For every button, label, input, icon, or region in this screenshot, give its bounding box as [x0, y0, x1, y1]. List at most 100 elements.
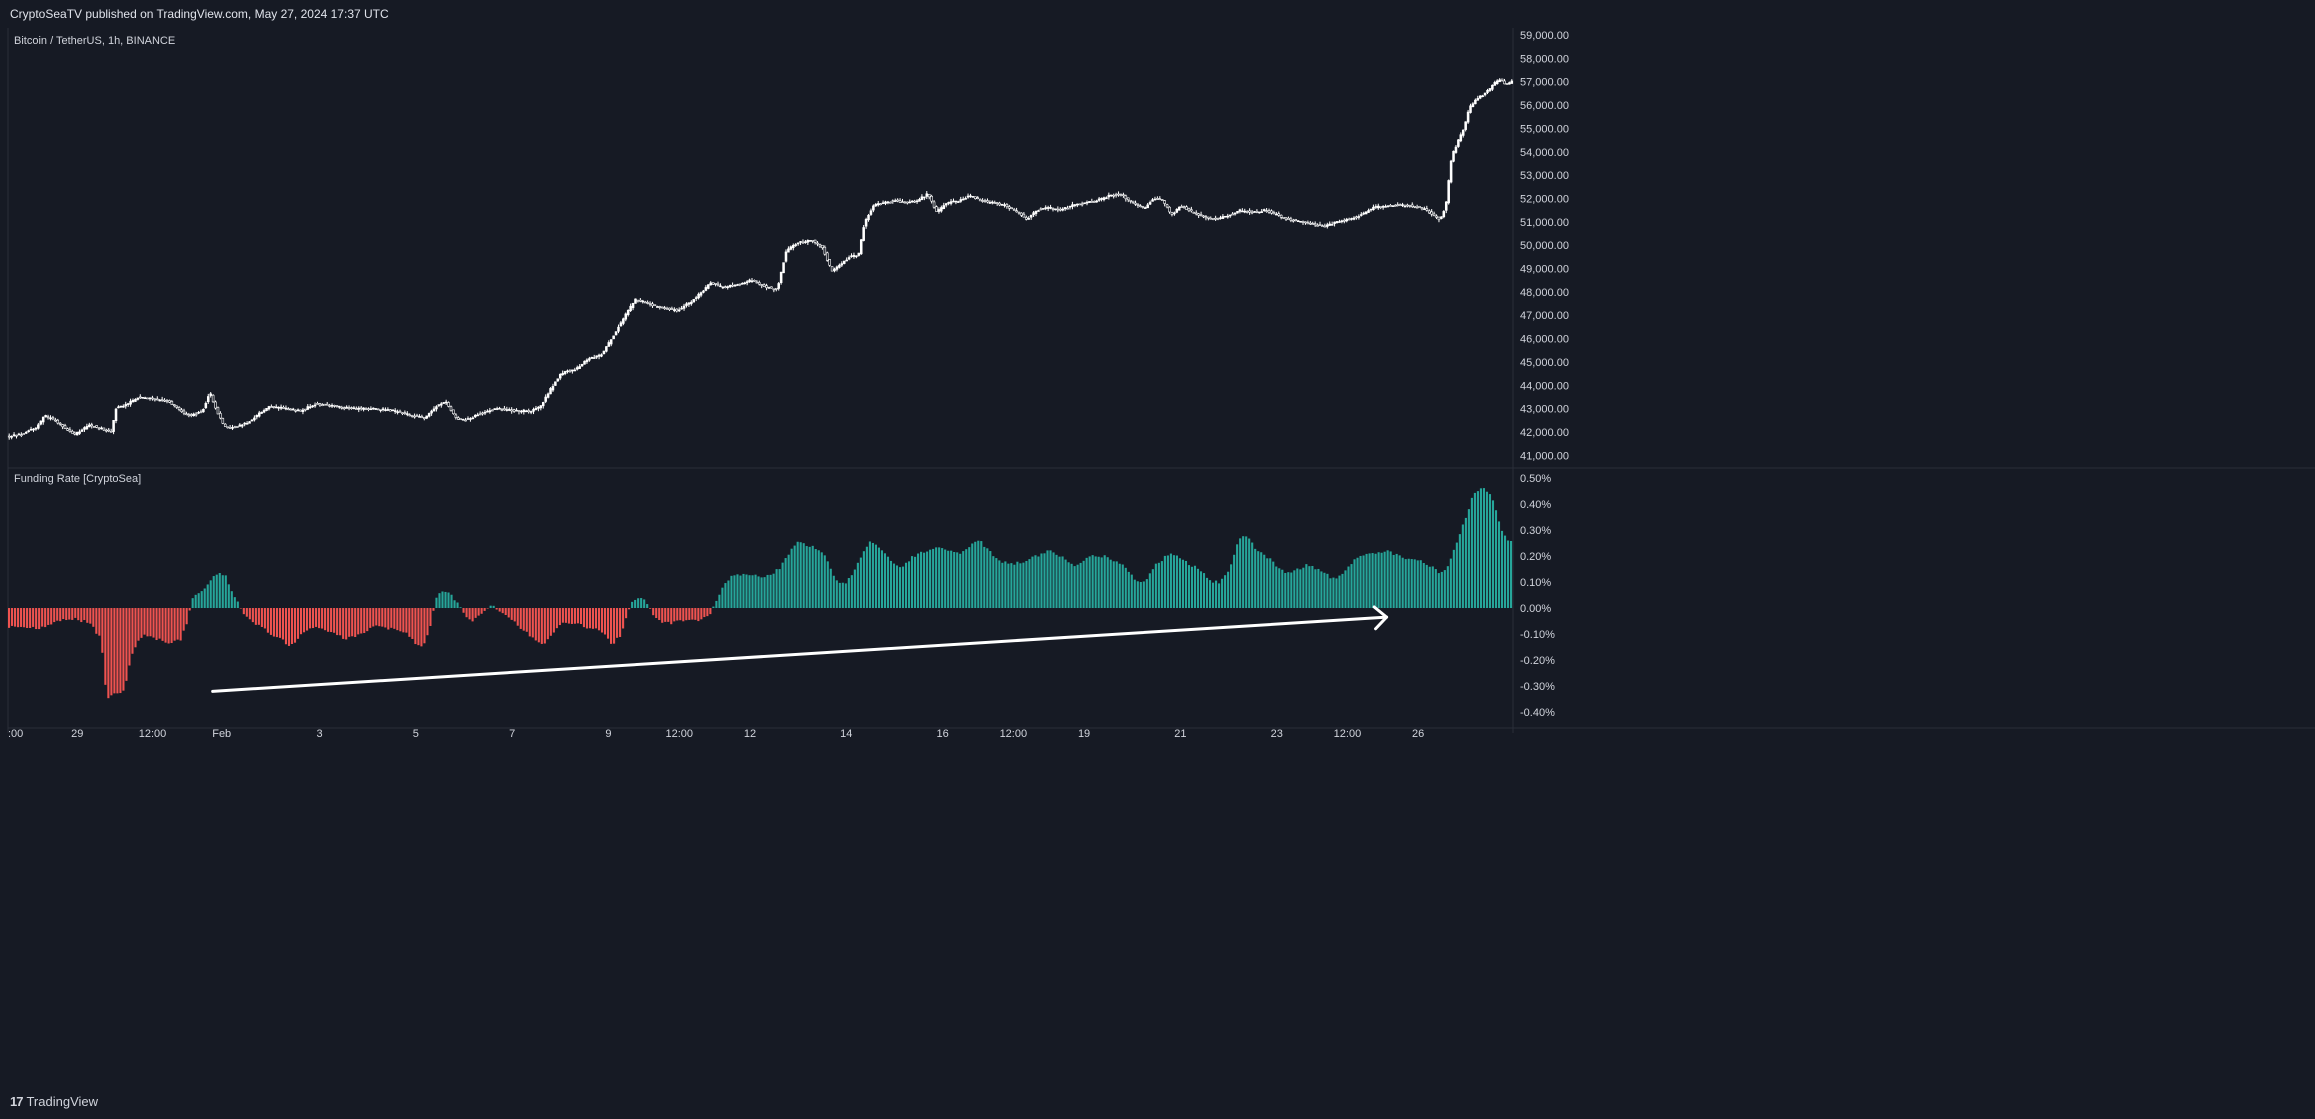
- candle: [248, 421, 251, 424]
- candle-body: [1177, 206, 1181, 211]
- funding-rate-bar: [811, 545, 814, 609]
- candle: [71, 429, 74, 434]
- candle: [22, 433, 26, 435]
- funding-rate-bar: [152, 608, 155, 638]
- candle-body: [641, 300, 645, 303]
- candle-body: [612, 335, 615, 340]
- candle: [874, 202, 878, 207]
- candle-body: [457, 417, 460, 420]
- candle-body: [1369, 208, 1373, 211]
- candle-body: [1044, 207, 1047, 209]
- candle: [61, 423, 64, 430]
- candle-body: [711, 282, 715, 285]
- candle-body: [1221, 216, 1225, 219]
- funding-rate-bar: [17, 608, 20, 628]
- candle-body: [527, 410, 530, 413]
- candle-body: [733, 284, 737, 287]
- candle-body: [886, 201, 890, 204]
- candle: [83, 426, 86, 432]
- funding-rate-bar: [245, 608, 248, 617]
- funding-rate-bar: [901, 566, 905, 609]
- funding-rate-bar: [1115, 561, 1118, 609]
- funding-rate-bar: [594, 608, 598, 629]
- candle: [549, 387, 552, 395]
- funding-rate-bar: [194, 594, 197, 609]
- funding-rate-bar: [1070, 563, 1073, 609]
- time-axis-tick-label: 7: [509, 728, 515, 740]
- candle: [308, 403, 312, 409]
- candle-body: [1134, 202, 1137, 205]
- candle-body: [100, 427, 103, 430]
- candle: [1381, 205, 1385, 210]
- funding-rate-bar: [435, 597, 438, 609]
- candle-body: [325, 403, 329, 406]
- candle: [1459, 132, 1463, 143]
- candle-body: [1151, 199, 1154, 202]
- candle: [1226, 213, 1230, 219]
- candle: [430, 409, 433, 416]
- funding-rate-bar: [212, 576, 215, 609]
- funding-rate-bar: [468, 608, 471, 620]
- funding-rate-bar: [65, 608, 68, 621]
- funding-rate-pane[interactable]: Funding Rate [CryptoSea] 0.50%0.40%0.30%0…: [8, 473, 2315, 729]
- funding-rate-bar: [874, 544, 877, 609]
- time-axis[interactable]: :00 29 12:00 Feb 3 5 7 9 12:00 12 14 16 12:00 19 21 23 1…: [8, 728, 1424, 740]
- candle-body: [1272, 212, 1276, 215]
- candle: [607, 340, 611, 347]
- candle-body: [1214, 217, 1217, 220]
- candle-body: [573, 369, 577, 372]
- candle: [1306, 220, 1310, 225]
- candle-body: [1326, 224, 1329, 227]
- candle-body: [294, 409, 297, 412]
- candle: [1214, 215, 1217, 221]
- candle: [1367, 208, 1370, 213]
- candle-body: [1071, 204, 1074, 207]
- candle-body: [466, 418, 470, 420]
- candle: [1262, 208, 1266, 212]
- candle-body: [194, 413, 198, 416]
- funding-rate-bar: [1263, 554, 1266, 609]
- funding-rate-bar: [528, 608, 531, 637]
- candle-body: [534, 407, 538, 410]
- candle-body: [1156, 198, 1159, 200]
- candle-body: [646, 302, 649, 304]
- tradingview-logo[interactable]: 17 TradingView: [10, 1094, 98, 1109]
- candle: [374, 408, 378, 410]
- candle: [850, 253, 853, 258]
- candle-body: [724, 286, 727, 289]
- funding-rate-bar: [1482, 488, 1486, 609]
- candle: [697, 292, 700, 300]
- funding-rate-bar: [345, 608, 348, 640]
- price-pane[interactable]: Bitcoin / TetherUS, 1h, BINANCE 59,000.00…: [7, 28, 2315, 733]
- candle: [641, 299, 645, 304]
- candle-body: [1457, 139, 1460, 147]
- candle-body: [1112, 194, 1115, 197]
- funding-rate-bar: [742, 573, 745, 609]
- candle: [1153, 196, 1157, 201]
- candle: [760, 284, 763, 289]
- funding-rate-bar: [613, 608, 616, 644]
- candle: [1478, 95, 1482, 100]
- candle: [813, 239, 817, 245]
- candle: [170, 400, 174, 405]
- candle: [410, 414, 414, 418]
- candle-body: [1148, 202, 1152, 205]
- candle-body: [1347, 218, 1351, 221]
- candle-body: [558, 374, 562, 379]
- candle-body: [1481, 95, 1484, 97]
- candle: [372, 407, 375, 410]
- chart-canvas[interactable]: Bitcoin / TetherUS, 1h, BINANCE 59,000.00…: [0, 0, 2315, 1085]
- candle: [97, 427, 101, 431]
- trend-arrow-head: [1372, 605, 1389, 631]
- candle-body: [775, 287, 778, 290]
- candle-body: [156, 398, 159, 401]
- candle-body: [741, 283, 744, 285]
- candle: [1114, 192, 1118, 198]
- candle: [437, 404, 441, 408]
- funding-rate-bar: [233, 597, 236, 609]
- candle-body: [221, 418, 225, 424]
- funding-rate-bar: [1064, 559, 1067, 609]
- candle: [1413, 205, 1416, 209]
- candle-body: [1447, 180, 1450, 204]
- candle: [779, 271, 783, 285]
